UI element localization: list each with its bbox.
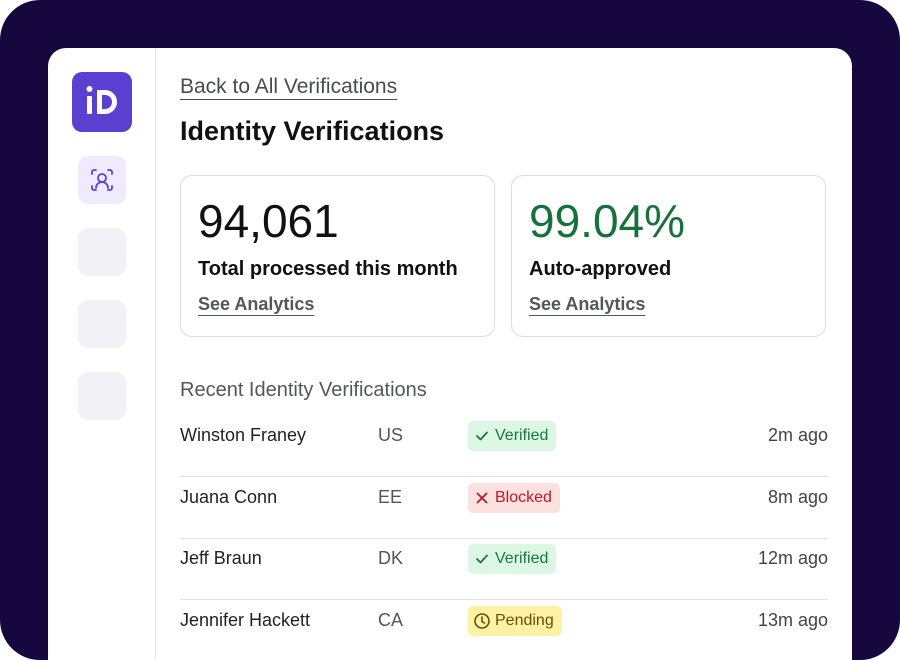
nav-item[interactable] xyxy=(78,372,126,420)
status-badge: Pending xyxy=(468,605,562,636)
nav-identity[interactable] xyxy=(78,156,126,204)
status-label: Verified xyxy=(495,427,549,444)
back-link[interactable]: Back to All Verifications xyxy=(180,75,398,98)
sidebar xyxy=(48,48,156,660)
status-badge: Verified xyxy=(468,421,557,451)
logo-mark xyxy=(86,86,117,114)
analytics-link[interactable]: See Analytics xyxy=(529,294,646,314)
nav-item[interactable] xyxy=(78,300,126,348)
status-icon xyxy=(474,612,490,629)
status-label: Blocked xyxy=(495,488,552,506)
stat-card: 94,061 Total processed this month See Anal… xyxy=(180,175,495,337)
logo[interactable] xyxy=(72,72,132,132)
nav-item[interactable] xyxy=(78,228,126,276)
stat-label: Auto-approved xyxy=(529,258,672,280)
status-badge: Blocked xyxy=(468,482,560,513)
status-icon xyxy=(476,554,488,564)
stat-card: 99.04% Auto-approved See Analytics xyxy=(511,175,826,337)
status-badge: Verified xyxy=(468,544,557,574)
verification-row[interactable]: Winston Franey US Verified 2m ago xyxy=(180,415,828,477)
stat-value: 99.04% xyxy=(529,195,686,247)
verification-row[interactable]: Jeff Braun DK Verified 12m ago xyxy=(180,538,828,600)
page-title: Identity Verifications xyxy=(180,116,445,146)
status-label: Pending xyxy=(495,611,554,629)
app-window: Back to All Verifications Identity Verif… xyxy=(48,48,852,660)
status-icon xyxy=(476,492,488,503)
stat-label: Total processed this month xyxy=(198,258,458,280)
section-title: Recent Identity Verifications xyxy=(180,379,427,401)
analytics-link[interactable]: See Analytics xyxy=(198,294,315,314)
stat-value: 94,061 xyxy=(198,195,339,247)
identity-icon xyxy=(91,169,113,191)
verification-row[interactable]: Jennifer Hackett CA Pending 13m ago xyxy=(180,600,828,660)
status-label: Verified xyxy=(495,550,549,567)
verification-row[interactable]: Juana Conn EE Blocked 8m ago xyxy=(180,477,828,539)
status-icon xyxy=(476,431,488,441)
